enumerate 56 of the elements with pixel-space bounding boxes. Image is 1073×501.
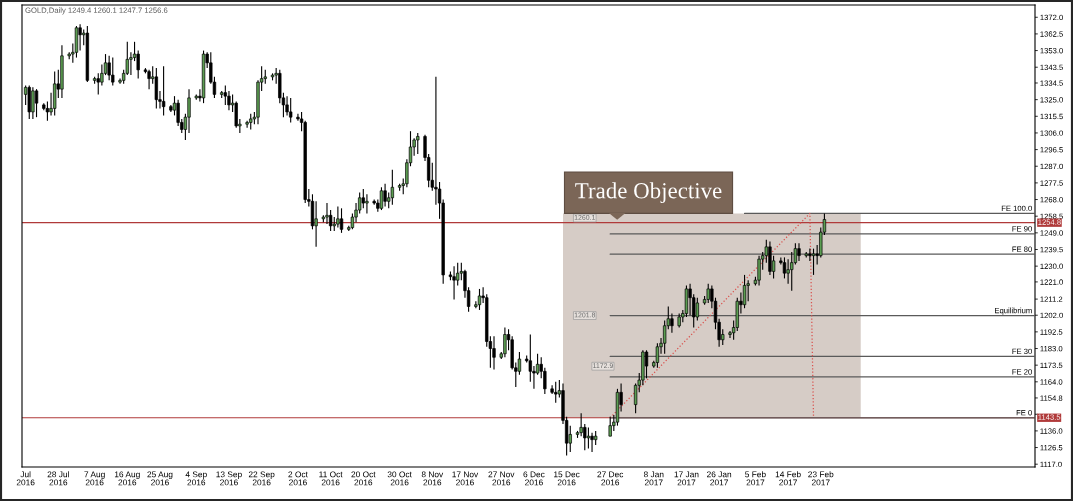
x-tick-label: 25 Aug 2016 bbox=[147, 471, 173, 486]
x-tick-label: 14 Feb 2017 bbox=[775, 471, 801, 486]
x-tick-label: 16 Aug 2016 bbox=[114, 471, 140, 486]
candlestick bbox=[742, 274, 747, 309]
x-tick-label: 2 Oct 2016 bbox=[288, 471, 308, 486]
candlestick bbox=[503, 326, 507, 358]
candlestick bbox=[670, 312, 674, 334]
x-tick-label: 6 Dec 2016 bbox=[523, 471, 545, 486]
candlestick bbox=[390, 169, 394, 206]
candlestick bbox=[492, 335, 496, 371]
candlestick bbox=[757, 255, 761, 286]
x-tick-label: 8 Nov 2016 bbox=[421, 471, 444, 486]
x-tick-label: 15 Dec 2016 bbox=[554, 471, 580, 486]
candlestick bbox=[695, 297, 699, 322]
x-tick-label: 17 Nov 2016 bbox=[452, 471, 479, 486]
x-tick-label: 17 Jan 2017 bbox=[674, 471, 699, 486]
x-tick-label: 26 Jan 2017 bbox=[707, 471, 732, 486]
x-tick-label: 5 Feb 2017 bbox=[745, 471, 766, 486]
candlestick bbox=[608, 416, 612, 437]
candlestick bbox=[586, 426, 591, 449]
candlestick bbox=[111, 57, 115, 87]
candlestick bbox=[147, 69, 151, 90]
candlestick bbox=[797, 242, 801, 262]
candlestick bbox=[314, 200, 318, 248]
x-tick-label: 27 Nov 2016 bbox=[488, 471, 515, 486]
x-tick-label: 7 Aug 2016 bbox=[84, 471, 105, 486]
x-tick-label: 4 Sep 2016 bbox=[185, 471, 207, 486]
candlestick bbox=[34, 88, 39, 118]
x-tick-label: 20 Oct 2016 bbox=[351, 471, 376, 486]
candlestick bbox=[227, 90, 231, 111]
candlestick bbox=[808, 248, 812, 262]
x-tick-label: 11 Oct 2016 bbox=[319, 471, 343, 486]
x-tick-label: 28 Jul 2016 bbox=[47, 471, 69, 486]
candlestick bbox=[416, 132, 420, 155]
candlestick bbox=[452, 265, 456, 301]
x-tick-label: 13 Sep 2016 bbox=[216, 471, 242, 486]
candlestick bbox=[477, 288, 482, 311]
x-tick-label: 23 Feb 2017 bbox=[808, 471, 834, 486]
candlestick bbox=[339, 207, 344, 234]
candlestick bbox=[78, 23, 82, 52]
x-tick-label: Jul 2016 bbox=[16, 471, 35, 486]
candlestick bbox=[336, 206, 340, 229]
candlestick bbox=[811, 248, 816, 276]
x-tick-label: 30 Oct 2016 bbox=[387, 471, 412, 486]
candlestick bbox=[644, 349, 649, 379]
band-label: Trade Objective bbox=[575, 182, 722, 204]
candlestick bbox=[383, 183, 387, 208]
candlestick bbox=[289, 97, 293, 123]
candlestick bbox=[325, 202, 329, 225]
x-tick-label: 22 Sep 2016 bbox=[248, 471, 275, 486]
candlestick bbox=[365, 193, 369, 215]
x-tick-label: 27 Dec 2016 bbox=[597, 471, 624, 486]
candlestick bbox=[579, 412, 583, 437]
candlestick bbox=[31, 86, 35, 120]
x-tick-label: 8 Jan 2017 bbox=[643, 471, 664, 486]
candlestick bbox=[161, 65, 166, 116]
